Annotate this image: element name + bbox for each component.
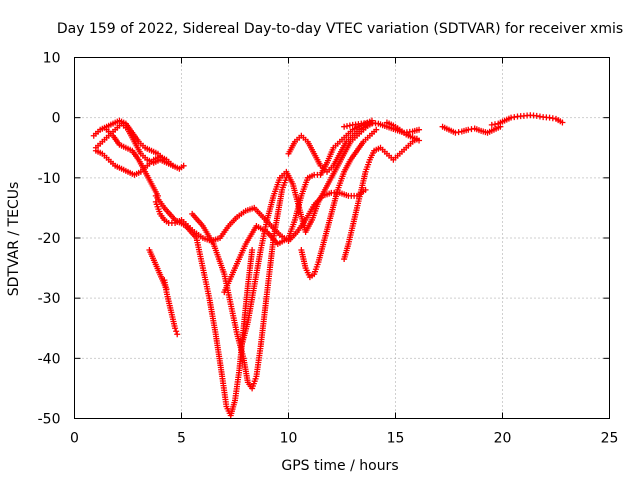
x-axis-label: GPS time / hours <box>281 458 398 474</box>
x-tick-label: 25 <box>601 431 619 447</box>
grid <box>74 57 610 419</box>
data-point <box>416 137 423 144</box>
data-point <box>173 328 180 335</box>
data-point <box>559 119 566 126</box>
x-tick-label: 15 <box>387 431 405 447</box>
y-tick-label: -50 <box>38 412 61 428</box>
axis-ticks <box>74 57 610 419</box>
y-tick-label: 0 <box>52 111 61 127</box>
chart-title: Day 159 of 2022, Sidereal Day-to-day VTE… <box>57 21 623 37</box>
data-point <box>249 247 256 254</box>
data-point <box>373 126 380 133</box>
data-point <box>174 331 181 338</box>
y-tick-label: 10 <box>43 51 61 67</box>
data-point <box>163 286 170 293</box>
y-tick-label: -40 <box>38 351 61 367</box>
tick-labels: 0 5 10 15 20 25 10 0 -10 -20 -30 -40 -50 <box>38 51 619 447</box>
x-tick-label: 20 <box>494 431 512 447</box>
y-axis-label: SDTVAR / TECUs <box>6 182 22 297</box>
y-tick-label: -30 <box>38 291 61 307</box>
y-tick-label: -10 <box>38 171 61 187</box>
x-tick-label: 5 <box>177 431 186 447</box>
y-tick-label: -20 <box>38 231 61 247</box>
x-tick-label: 0 <box>70 431 79 447</box>
data-point <box>416 126 423 133</box>
data-point <box>180 162 187 169</box>
data-point <box>172 325 179 332</box>
x-tick-label: 10 <box>280 431 298 447</box>
data-points <box>90 112 566 419</box>
data-point <box>169 162 176 169</box>
